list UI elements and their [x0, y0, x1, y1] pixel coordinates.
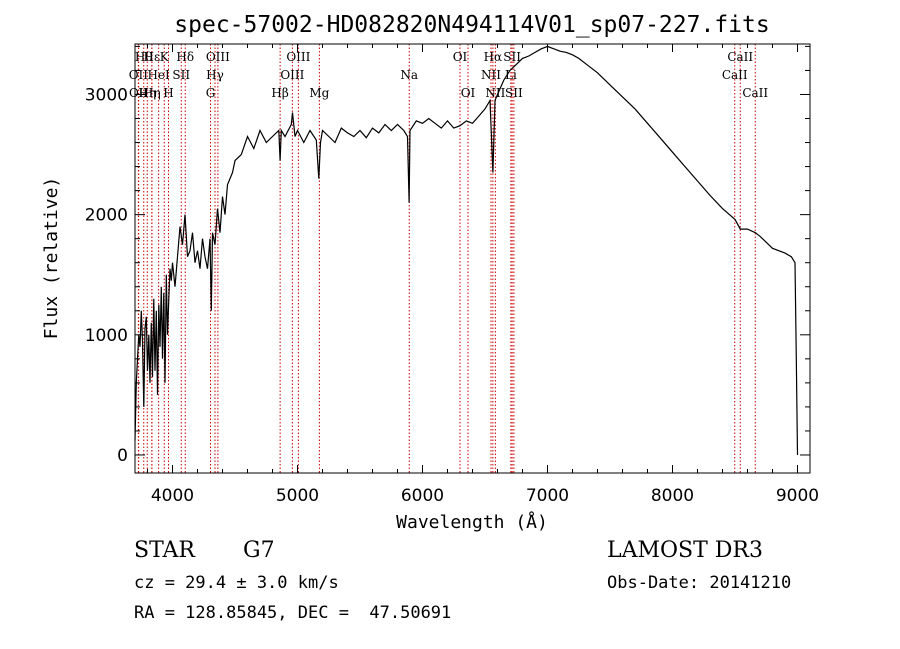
y-tick-label: 3000 — [85, 85, 128, 105]
x-tick-label: 5000 — [276, 486, 319, 506]
marker-label-hα: Hα — [484, 50, 503, 64]
marker-label-caii: CaII — [722, 68, 748, 82]
spectrum-line — [134, 45, 799, 456]
marker-label-caii: CaII — [727, 50, 753, 64]
y-tick-label: 1000 — [85, 326, 128, 346]
marker-label-oii: OII — [129, 68, 149, 82]
chart-title: spec-57002-HD082820N494114V01_sp07-227.f… — [174, 12, 769, 38]
marker-label-na: Na — [400, 68, 418, 82]
marker-label-hε: Hε — [144, 50, 161, 64]
marker-label-nii: NII — [485, 86, 505, 100]
marker-label-oiii: OIII — [280, 68, 304, 82]
marker-label-hη: Hη — [138, 86, 156, 100]
marker-label-oi: OI — [453, 50, 468, 64]
line-markers — [137, 44, 756, 473]
marker-label-hγ: Hγ — [206, 68, 224, 82]
x-tick-label: 4000 — [151, 486, 194, 506]
marker-label-oi: OI — [461, 86, 476, 100]
redshift-cz: cz = 29.4 ± 3.0 km/s — [134, 573, 339, 593]
subclass: G7 — [243, 538, 275, 563]
y-tick-label: 2000 — [85, 206, 128, 226]
x-axis: 4000 5000 6000 7000 8000 9000 — [147, 44, 819, 506]
x-tick-label: 8000 — [651, 486, 694, 506]
object-class: STAR — [134, 538, 195, 563]
marker-label-hθ: Hθ — [135, 50, 153, 64]
marker-label-nii: NII — [481, 68, 501, 82]
plot-frame — [134, 43, 811, 474]
marker-label-hη: Hη — [143, 86, 161, 100]
marker-label-hei: HeI — [147, 68, 170, 82]
marker-label-h: H — [163, 86, 173, 100]
y-tick-label: 0 — [117, 446, 128, 466]
marker-label-li: Li — [505, 68, 517, 82]
ra-dec: RA = 128.85845, DEC = 47.50691 — [134, 603, 452, 623]
x-tick-label: 7000 — [526, 486, 569, 506]
obs-date: Obs-Date: 20141210 — [607, 573, 792, 593]
survey-name: LAMOST DR3 — [607, 538, 763, 563]
x-axis-label: Wavelength (Å) — [396, 511, 548, 533]
y-axis: 0 1000 2000 3000 — [85, 45, 810, 466]
marker-label-caii: CaII — [742, 86, 768, 100]
marker-label-sii: SII — [503, 50, 521, 64]
marker-label-oiii: OIII — [206, 50, 230, 64]
marker-label-k: K — [160, 50, 170, 64]
marker-label-hβ: Hβ — [271, 86, 288, 100]
marker-label-oii: OII — [129, 86, 149, 100]
x-tick-label: 9000 — [776, 486, 819, 506]
marker-label-hδ: Hδ — [176, 50, 194, 64]
y-axis-label: Flux (relative) — [41, 177, 62, 340]
marker-label-mg: Mg — [309, 86, 329, 100]
marker-label-sii: SII — [505, 86, 523, 100]
x-tick-label: 6000 — [401, 486, 444, 506]
marker-label-sii: SII — [172, 68, 190, 82]
marker-label-oiii: OIII — [286, 50, 310, 64]
marker-label-g: G — [206, 86, 216, 100]
